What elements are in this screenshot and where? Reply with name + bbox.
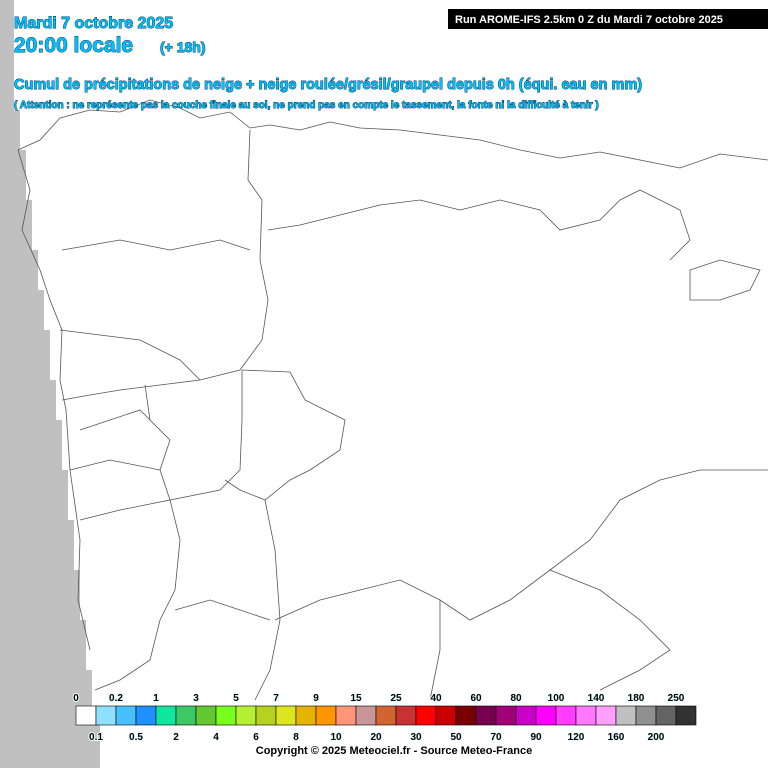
legend-label: 8	[293, 732, 299, 743]
legend-swatch	[475, 705, 497, 726]
legend-swatch	[195, 705, 217, 726]
legend-swatch	[175, 705, 197, 726]
legend-label: 5	[233, 693, 239, 704]
legend-swatch	[235, 705, 257, 726]
run-info: Run AROME-IFS 2.5km 0 Z du Mardi 7 octob…	[455, 14, 723, 26]
legend-label: 250	[668, 693, 685, 704]
sea	[0, 0, 100, 768]
legend-swatch	[455, 705, 477, 726]
legend-label: 30	[410, 732, 422, 743]
legend-swatch	[215, 705, 237, 726]
legend-label: 0.2	[109, 693, 123, 704]
legend-swatch	[395, 705, 417, 726]
time: 20:00 locale	[14, 34, 133, 57]
legend-swatch	[275, 705, 297, 726]
legend-label: 10	[330, 732, 342, 743]
borders	[17, 99, 768, 701]
legend-label: 2	[173, 732, 179, 743]
legend-swatch	[555, 705, 577, 726]
legend-swatch	[95, 705, 117, 726]
legend-label: 20	[370, 732, 382, 743]
legend-swatch	[435, 705, 457, 726]
legend-swatch	[335, 705, 357, 726]
legend-label: 7	[273, 693, 279, 704]
legend-label: 200	[648, 732, 665, 743]
legend-label: 160	[608, 732, 625, 743]
legend-swatch	[135, 705, 157, 726]
legend-swatch	[315, 705, 337, 726]
title: Cumul de précipitations de neige + neige…	[14, 77, 642, 93]
legend-label: 25	[390, 693, 402, 704]
legend-swatch	[635, 705, 657, 726]
date: Mardi 7 octobre 2025	[14, 15, 173, 32]
legend-label: 70	[490, 732, 502, 743]
legend-label: 100	[548, 693, 565, 704]
legend-swatch	[75, 705, 97, 726]
legend-label: 180	[628, 693, 645, 704]
legend-swatch	[575, 705, 597, 726]
note: ( Attention : ne représente pas la couch…	[14, 100, 599, 111]
legend-swatch	[675, 705, 697, 726]
legend-label: 60	[470, 693, 482, 704]
legend-swatch	[115, 705, 137, 726]
legend-label: 80	[510, 693, 522, 704]
legend-label: 6	[253, 732, 259, 743]
legend-label: 0.5	[129, 732, 143, 743]
legend-swatch	[495, 705, 517, 726]
legend-swatch	[155, 705, 177, 726]
legend-label: 120	[568, 732, 585, 743]
legend-label: 90	[530, 732, 542, 743]
legend-swatch	[655, 705, 677, 726]
legend-label: 1	[153, 693, 159, 704]
legend-swatch	[595, 705, 617, 726]
legend-swatch	[615, 705, 637, 726]
legend-label: 0	[73, 693, 79, 704]
legend-label: 3	[193, 693, 199, 704]
legend-label: 9	[313, 693, 319, 704]
legend-label: 140	[588, 693, 605, 704]
legend-swatch	[295, 705, 317, 726]
legend-swatch	[375, 705, 397, 726]
legend-swatch	[355, 705, 377, 726]
run-box	[448, 9, 768, 29]
legend-label: 50	[450, 732, 462, 743]
legend-swatch	[255, 705, 277, 726]
lead: (+ 18h)	[160, 39, 206, 55]
legend-label: 15	[350, 693, 362, 704]
legend-label: 0.1	[89, 732, 103, 743]
copyright: Copyright © 2025 Meteociel.fr - Source M…	[256, 745, 532, 757]
legend-swatch	[415, 705, 437, 726]
legend-label: 40	[430, 693, 442, 704]
legend-label: 4	[213, 732, 219, 743]
legend-swatch	[515, 705, 537, 726]
legend: 0 0.1 0.2 0.5 1 2 3 4 5 6 7 8 9 10 15 20 25 30 40 50 60 70 80 9…	[72, 692, 697, 744]
legend-swatch	[535, 705, 557, 726]
